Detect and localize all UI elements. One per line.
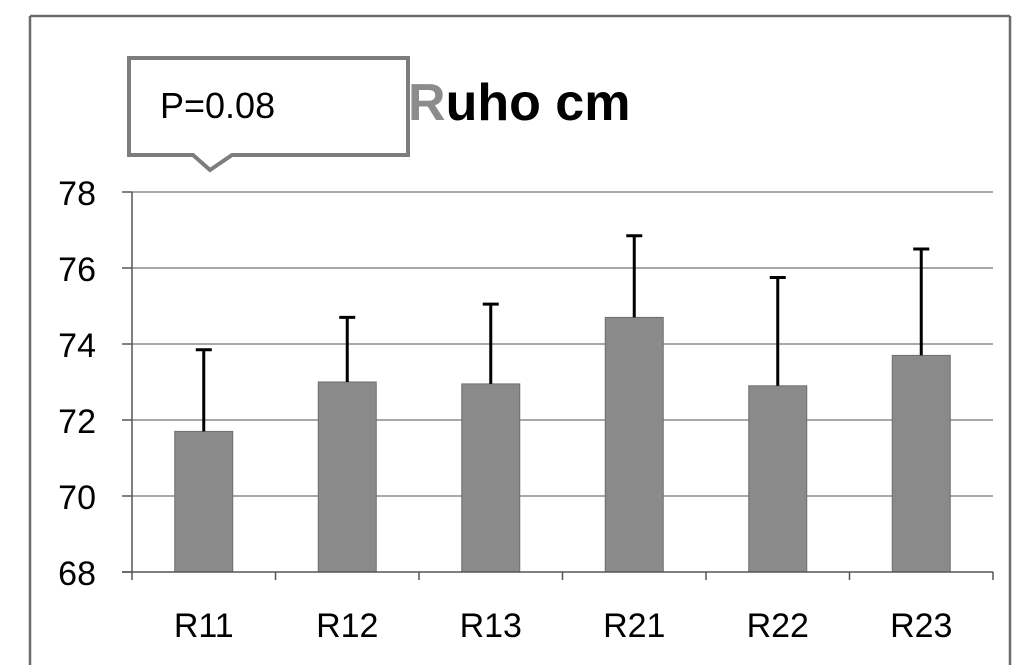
y-axis-ticks: 68 70 72 74 76 78 <box>58 175 133 593</box>
bars <box>174 316 951 573</box>
x-tick-label: R22 <box>747 607 809 645</box>
bar-r12 <box>317 381 377 573</box>
bar-r22 <box>748 385 808 573</box>
chart-title-first-letter: R <box>408 74 446 132</box>
x-tick-label: R13 <box>460 607 522 645</box>
callout-bubble <box>127 56 410 173</box>
bar-r11 <box>174 430 234 573</box>
y-tick-label: 74 <box>58 327 96 365</box>
x-tick-label: R21 <box>603 607 665 645</box>
y-tick-label: 76 <box>58 251 96 289</box>
y-tick-label: 70 <box>58 479 96 517</box>
x-tick-label: R11 <box>174 607 234 645</box>
x-tick-label: R23 <box>890 607 952 645</box>
y-tick-label: 68 <box>58 555 96 593</box>
chart-title-rest: uho cm <box>446 74 631 132</box>
bar-r23 <box>891 354 951 573</box>
x-tick-label: R12 <box>316 607 378 645</box>
p-value-text: P=0.08 <box>160 85 275 126</box>
gridlines <box>132 191 993 497</box>
bar-r13 <box>461 383 521 573</box>
y-tick-label: 78 <box>58 175 96 213</box>
p-value-callout: P=0.08 <box>127 56 410 173</box>
bar-r21 <box>604 316 664 573</box>
chart-title: Ruho cm <box>408 74 630 132</box>
y-tick-label: 72 <box>58 403 96 441</box>
error-bars <box>195 234 930 432</box>
x-axis-ticks: R11 R12 R13 R21 R22 R23 <box>131 572 994 645</box>
